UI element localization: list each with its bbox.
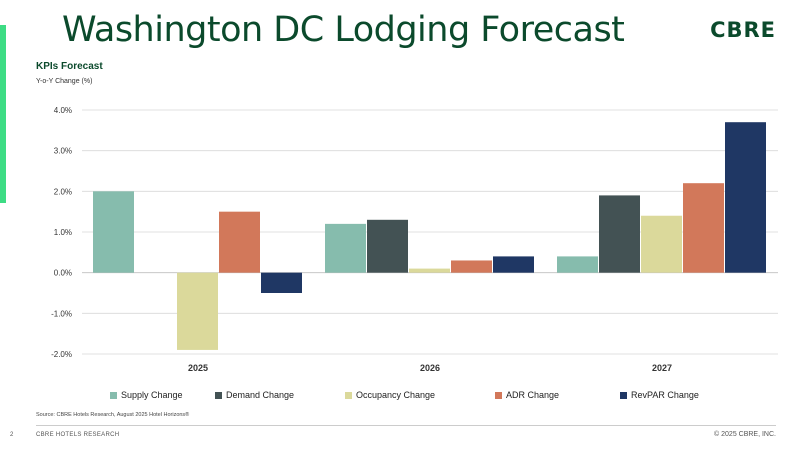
y-tick-label: -1.0%	[51, 309, 72, 318]
legend-item: Supply Change	[110, 390, 183, 400]
accent-bar	[0, 25, 6, 203]
y-tick-label: -2.0%	[51, 350, 72, 359]
y-tick-label: 1.0%	[54, 228, 72, 237]
chart-title: KPIs Forecast	[36, 61, 103, 72]
legend-swatch	[110, 391, 117, 399]
bar-occupancy-change-2026	[409, 268, 450, 273]
bar-revpar-change-2027	[725, 122, 766, 273]
footer-label: CBRE HOTELS RESEARCH	[36, 432, 120, 438]
legend-label: Supply Change	[121, 390, 183, 400]
bar-adr-change-2025	[219, 211, 260, 273]
bar-supply-change-2027	[557, 256, 598, 273]
legend-label: Occupancy Change	[356, 390, 436, 400]
x-tick-label: 2025	[188, 363, 208, 373]
source-note: Source: CBRE Hotels Research, August 202…	[36, 412, 190, 418]
bar-occupancy-change-2027	[641, 215, 682, 273]
bar-supply-change-2026	[325, 223, 366, 273]
bar-revpar-change-2026	[493, 256, 534, 273]
legend-swatch	[495, 391, 502, 399]
y-axis-label: Y-o-Y Change (%)	[36, 78, 93, 85]
y-tick-label: 0.0%	[54, 269, 72, 278]
page-number: 2	[10, 432, 14, 438]
chart-legend: Supply Change Demand Change Occupancy Chan…	[110, 390, 750, 404]
legend-label: ADR Change	[506, 390, 560, 400]
cbre-logo: CBRE	[710, 18, 776, 42]
legend-swatch	[620, 391, 627, 399]
bar-revpar-change-2025	[261, 272, 302, 293]
y-tick-label: 4.0%	[54, 106, 72, 115]
legend-item: ADR Change	[495, 390, 559, 400]
page-title: Washington DC Lodging Forecast	[62, 10, 625, 50]
legend-swatch	[215, 391, 222, 399]
legend-label: Demand Change	[226, 390, 295, 400]
bar-adr-change-2026	[451, 260, 492, 273]
bar-supply-change-2025	[93, 191, 134, 273]
y-tick-label: 3.0%	[54, 147, 72, 156]
legend-item: RevPAR Change	[620, 390, 699, 400]
x-tick-label: 2026	[420, 363, 440, 373]
y-tick-label: 2.0%	[54, 187, 72, 196]
legend-label: RevPAR Change	[631, 390, 699, 400]
x-tick-label: 2027	[652, 363, 672, 373]
footer-divider	[36, 425, 776, 426]
bar-demand-change-2027	[599, 195, 640, 273]
legend-item: Occupancy Change	[345, 390, 435, 400]
bar-demand-change-2026	[367, 219, 408, 273]
legend-item: Demand Change	[215, 390, 294, 400]
bar-adr-change-2027	[683, 183, 724, 273]
bar-occupancy-change-2025	[177, 272, 218, 350]
copyright: © 2025 CBRE, INC.	[714, 431, 776, 438]
legend-swatch	[345, 391, 352, 399]
